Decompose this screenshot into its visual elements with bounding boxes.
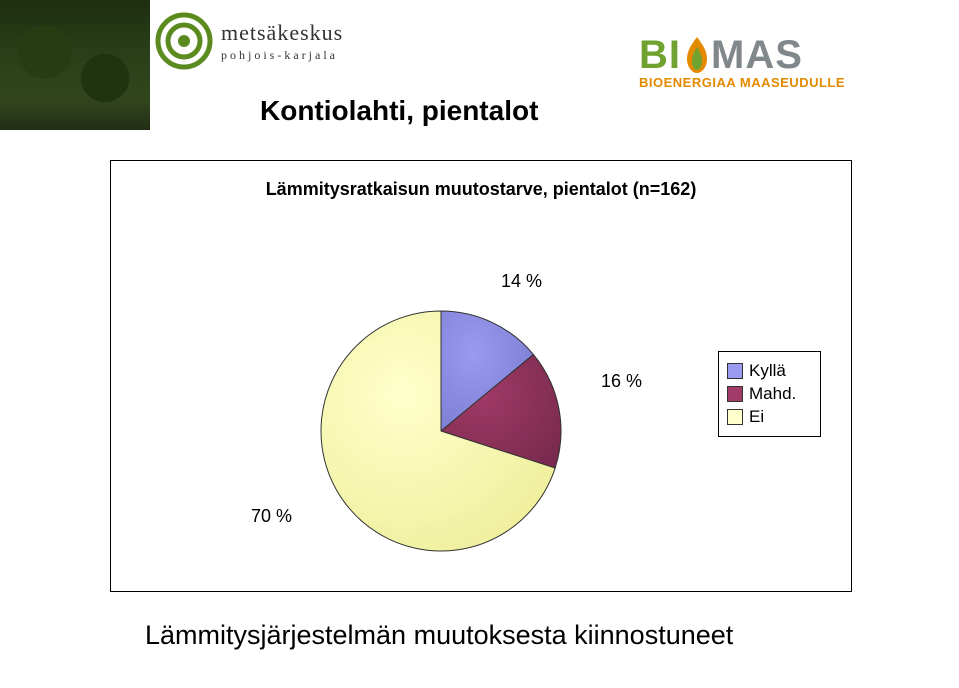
legend-item-ei: Ei [727, 407, 812, 427]
target-rings-icon [155, 12, 213, 70]
slice-label-ei: 70 % [251, 506, 292, 527]
biomas-bi: BI [639, 35, 681, 75]
legend-label-ei: Ei [749, 407, 764, 427]
flame-icon [683, 35, 711, 75]
legend-swatch-kylla [727, 363, 743, 379]
legend-swatch-mahd [727, 386, 743, 402]
slide-title: Kontiolahti, pientalot [260, 95, 538, 127]
chart-title: Lämmitysratkaisun muutostarve, pientalot… [111, 179, 851, 200]
forest-photo [0, 0, 150, 130]
legend-label-mahd: Mahd. [749, 384, 796, 404]
legend-item-kylla: Kyllä [727, 361, 812, 381]
biomas-subtitle: BIOENERGIAA MAASEUDULLE [639, 75, 899, 90]
slice-label-kylla: 14 % [501, 271, 542, 292]
legend: Kyllä Mahd. Ei [718, 351, 821, 437]
chart-container: Lämmitysratkaisun muutostarve, pientalot… [110, 160, 852, 592]
biomas-logo: BI MAS BIOENERGIAA MAASEUDULLE [639, 35, 899, 115]
mk-logo-subtitle: pohjois-karjala [221, 48, 343, 63]
legend-swatch-ei [727, 409, 743, 425]
metsakeskus-logo: metsäkeskus pohjois-karjala [155, 10, 415, 80]
mk-logo-name: metsäkeskus [221, 20, 343, 46]
legend-label-kylla: Kyllä [749, 361, 786, 381]
legend-item-mahd: Mahd. [727, 384, 812, 404]
footer-caption: Lämmitysjärjestelmän muutoksesta kiinnos… [145, 620, 733, 651]
biomas-mas: MAS [711, 35, 803, 75]
slice-label-mahd: 16 % [601, 371, 642, 392]
pie-chart [311, 301, 571, 561]
